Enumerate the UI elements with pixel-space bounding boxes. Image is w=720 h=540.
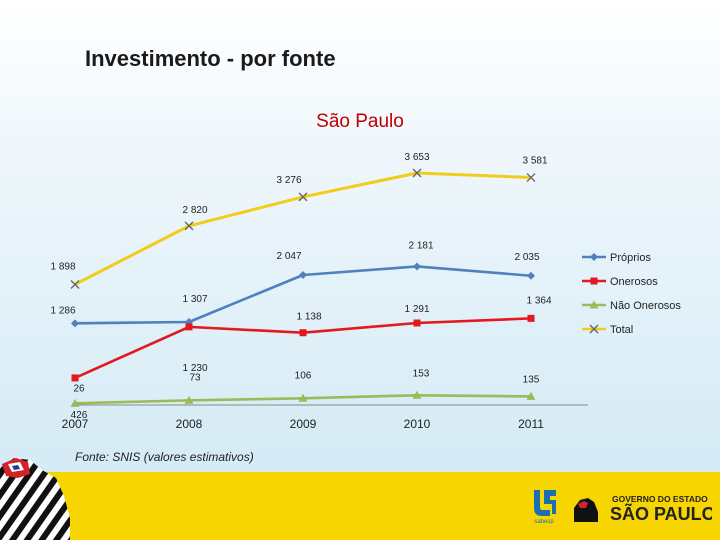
marker-total-2010 [412,168,422,178]
legend-marker-n-o-onerosos [589,300,599,309]
series-layer [70,168,536,407]
data-label-onerosos-2009: 1 138 [296,312,321,323]
data-label-total-2009: 3 276 [276,175,301,186]
gov-line2: SÃO PAULO [610,503,712,524]
data-label-n-o-onerosos-2010: 153 [413,368,430,379]
slide-title: Investimento - por fonte [85,46,336,71]
legend-label-n-o-onerosos: Não Onerosos [610,300,681,312]
marker-n-o-onerosos-2007 [70,398,80,407]
legend-marker-pr-prios [590,253,598,261]
sabesp-logo: sabesp [534,490,556,524]
legend-marker-total [589,324,599,334]
x-tick-label-2007: 2007 [62,417,89,431]
data-label-onerosos-2007: 426 [71,410,88,421]
marker-n-o-onerosos-2010 [412,390,422,399]
data-label-pr-prios-2009: 2 047 [276,251,301,262]
x-tick-label-2011: 2011 [518,417,544,431]
marker-onerosos-2010 [413,319,421,327]
legend-label-total: Total [610,324,633,336]
marker-n-o-onerosos-2011 [526,391,536,400]
data-label-pr-prios-2010: 2 181 [408,240,433,251]
data-label-n-o-onerosos-2007: 26 [73,383,85,394]
data-labels: 1 286 1 307 2 047 2 181 2 035 426 1 230 1 138 1 … [50,152,551,421]
legend-label-onerosos: Onerosos [610,276,658,288]
x-tick-label-2009: 2009 [290,417,317,431]
gov-line1: GOVERNO DO ESTADO [612,494,708,504]
data-label-total-2008: 2 820 [182,205,207,216]
marker-pr-prios-2007 [71,319,79,328]
marker-pr-prios-2009 [299,270,307,279]
marker-onerosos-2011 [527,314,535,322]
marker-onerosos-2008 [185,323,193,331]
x-tick-label-2010: 2010 [404,417,431,431]
data-label-onerosos-2010: 1 291 [404,304,429,315]
marker-total-2011 [526,173,536,183]
legend: Próprios Onerosos Não Onerosos Total [582,252,681,336]
marker-n-o-onerosos-2009 [298,393,308,402]
data-label-total-2011: 3 581 [522,156,547,167]
footer-band [0,472,720,540]
data-label-n-o-onerosos-2009: 106 [295,370,312,381]
data-label-total-2007: 1 898 [50,261,75,272]
data-label-n-o-onerosos-2008: 73 [189,372,201,383]
line-chart: 2007 2008 2009 2010 2011 1 286 1 307 2 047 2 18… [50,152,681,431]
data-label-total-2010: 3 653 [404,152,429,163]
series-line-total [74,171,532,286]
x-tick-label-2008: 2008 [176,417,203,431]
chart-title: São Paulo [316,111,404,132]
legend-label-pr-prios: Próprios [610,252,651,264]
data-label-n-o-onerosos-2011: 135 [523,374,540,385]
governo-sao-paulo-logo: GOVERNO DO ESTADO SÃO PAULO [574,494,712,524]
legend-marker-onerosos [590,277,598,285]
data-label-onerosos-2008: 1 230 [182,363,207,374]
marker-onerosos-2007 [71,374,79,382]
data-label-pr-prios-2008: 1 307 [182,294,207,305]
x-axis-ticks: 2007 2008 2009 2010 2011 [62,417,545,431]
data-label-onerosos-2011: 1 364 [526,295,551,306]
data-label-pr-prios-2007: 1 286 [50,305,75,316]
marker-total-2009 [298,192,308,202]
marker-n-o-onerosos-2008 [184,395,194,404]
marker-onerosos-2009 [299,329,307,337]
source-note: Fonte: SNIS (valores estimativos) [75,450,254,464]
sabesp-wordmark: sabesp [534,519,554,524]
marker-pr-prios-2010 [413,262,421,271]
marker-total-2008 [184,221,194,231]
marker-total-2007 [70,279,80,289]
data-label-pr-prios-2011: 2 035 [514,252,539,263]
sao-paulo-map-icon [0,458,70,540]
series-line-onerosos [74,317,532,380]
marker-pr-prios-2011 [527,271,535,280]
